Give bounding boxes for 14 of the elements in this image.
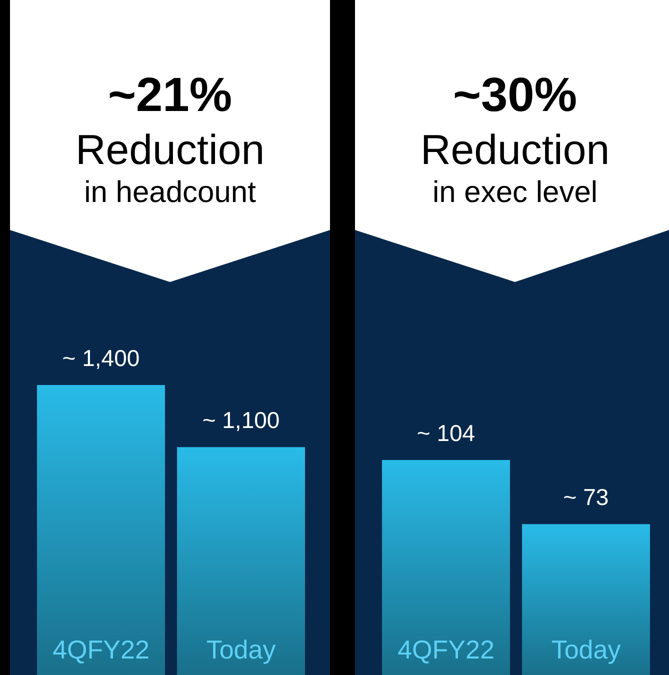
data-label: ~ 104	[416, 420, 476, 446]
data-label: ~ 1,100	[202, 407, 280, 434]
chart-subtitle: Reduction	[74, 126, 266, 174]
x-tick-label: 4QFY22	[398, 634, 494, 664]
text: in headcount	[83, 176, 257, 210]
data-label: ~ 73	[563, 484, 609, 510]
data-label: ~ 1,400	[62, 345, 140, 371]
x-tick-label: Today	[206, 634, 276, 664]
text: in exec level	[431, 176, 599, 210]
x-tick-label: 4QFY22	[52, 634, 150, 664]
chart-title: ~30%	[452, 68, 578, 123]
x-tick-label: Today	[551, 634, 621, 664]
chart-title: ~21%	[106, 68, 234, 123]
chart-subtitle: Reduction	[419, 126, 611, 174]
